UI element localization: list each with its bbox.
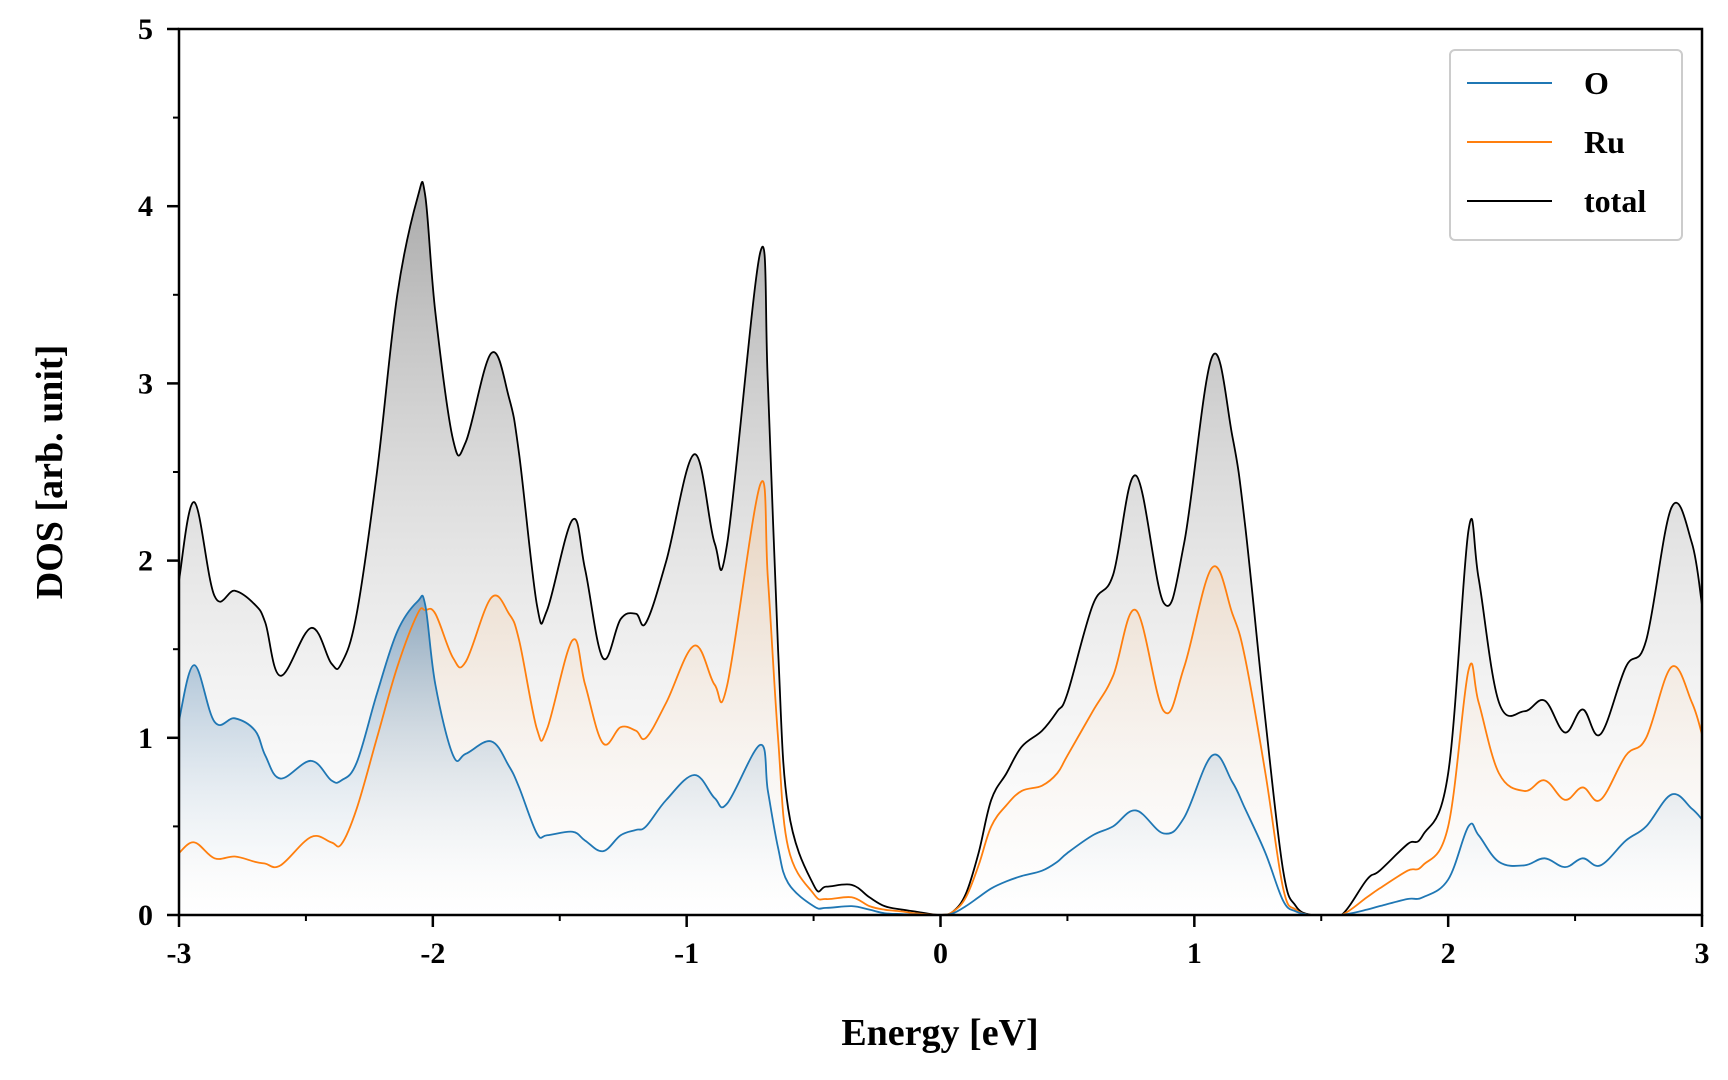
series-line-ru — [179, 480, 1702, 915]
x-tick-label: -2 — [420, 937, 445, 970]
y-axis: 0 1 2 3 4 5 — [138, 13, 179, 932]
x-tick-label: 0 — [933, 937, 948, 970]
legend-box — [1449, 49, 1683, 241]
x-tick-label: 3 — [1695, 937, 1710, 970]
series-line-total — [179, 181, 1702, 915]
legend-label-total: total — [1584, 183, 1646, 219]
x-tick-label: 2 — [1441, 937, 1456, 970]
x-tick-label: 1 — [1187, 937, 1202, 970]
x-axis: -3 -2 -1 0 1 2 3 — [167, 915, 1710, 970]
legend-label-ru: Ru — [1584, 124, 1625, 160]
x-tick-label: -1 — [674, 937, 699, 970]
y-tick-label: 4 — [138, 190, 153, 223]
x-axis-title: Energy [eV] — [841, 1012, 1038, 1054]
legend: O Ru total — [1449, 49, 1683, 241]
legend-label-o: O — [1584, 65, 1609, 101]
y-tick-label: 3 — [138, 367, 153, 400]
x-tick-label: -3 — [167, 937, 192, 970]
y-axis-title: DOS [arb. unit] — [29, 345, 71, 599]
y-tick-label: 1 — [138, 722, 153, 755]
series-fill-o — [179, 595, 1702, 915]
series-fill-ru — [179, 481, 1702, 915]
y-tick-label: 2 — [138, 545, 153, 578]
y-tick-label: 5 — [138, 13, 153, 46]
y-tick-label: 0 — [138, 899, 153, 932]
